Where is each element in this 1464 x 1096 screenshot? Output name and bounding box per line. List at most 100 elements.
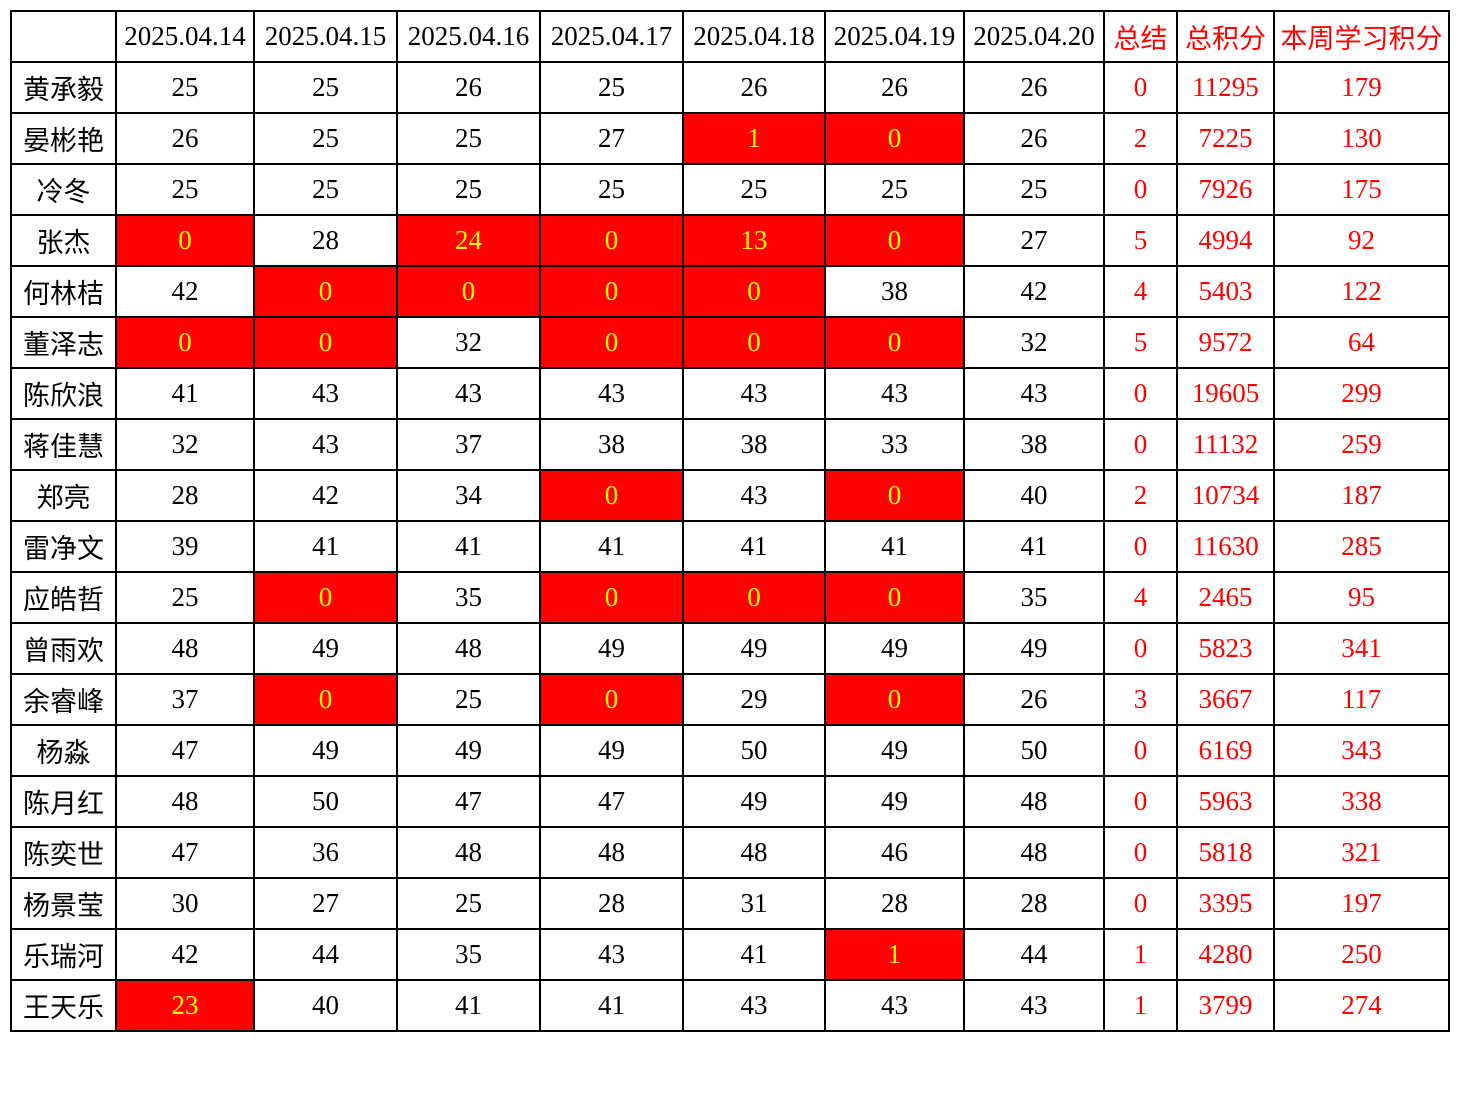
day-cell: 43: [539, 928, 684, 981]
day-cell: 0: [539, 316, 684, 369]
day-cell: 27: [963, 214, 1105, 267]
name-cell: 何林桔: [10, 265, 117, 318]
day-cell: 32: [963, 316, 1105, 369]
day-cell: 42: [963, 265, 1105, 318]
day-cell: 0: [396, 265, 541, 318]
summary-cell: 4: [1103, 571, 1178, 624]
day-cell: 43: [682, 469, 826, 522]
week-cell: 259: [1273, 418, 1450, 471]
day-cell: 0: [539, 469, 684, 522]
day-cell: 25: [396, 673, 541, 726]
summary-cell: 5: [1103, 214, 1178, 267]
day-cell: 25: [115, 163, 255, 216]
table-row: 张杰 0 28 24 0 13 0 27 5 4994 92: [10, 214, 1450, 267]
day-cell: 42: [115, 265, 255, 318]
day-cell: 0: [253, 265, 398, 318]
summary-cell: 2: [1103, 469, 1178, 522]
day-cell: 43: [963, 367, 1105, 420]
name-cell: 曾雨欢: [10, 622, 117, 675]
day-cell: 33: [824, 418, 965, 471]
day-cell: 0: [682, 265, 826, 318]
day-cell: 0: [539, 214, 684, 267]
day-cell: 49: [824, 622, 965, 675]
total-cell: 19605: [1176, 367, 1275, 420]
day-cell: 46: [824, 826, 965, 879]
summary-cell: 1: [1103, 928, 1178, 981]
table-row: 余睿峰 37 0 25 0 29 0 26 3 3667 117: [10, 673, 1450, 726]
table-row: 雷净文 39 41 41 41 41 41 41 0 11630 285: [10, 520, 1450, 573]
week-cell: 341: [1273, 622, 1450, 675]
table-row: 杨淼 47 49 49 49 50 49 50 0 6169 343: [10, 724, 1450, 777]
summary-cell: 1: [1103, 979, 1178, 1032]
day-cell: 38: [682, 418, 826, 471]
date-header: 2025.04.15: [253, 10, 398, 63]
summary-cell: 5: [1103, 316, 1178, 369]
total-cell: 7225: [1176, 112, 1275, 165]
week-cell: 299: [1273, 367, 1450, 420]
day-cell: 27: [253, 877, 398, 930]
table-row: 蒋佳慧 32 43 37 38 38 33 38 0 11132 259: [10, 418, 1450, 471]
day-cell: 35: [396, 928, 541, 981]
day-cell: 40: [963, 469, 1105, 522]
summary-cell: 0: [1103, 622, 1178, 675]
total-cell: 3395: [1176, 877, 1275, 930]
week-header: 本周学习积分: [1273, 10, 1450, 63]
day-cell: 25: [253, 61, 398, 114]
day-cell: 40: [253, 979, 398, 1032]
name-cell: 晏彬艳: [10, 112, 117, 165]
day-cell: 47: [396, 775, 541, 828]
week-cell: 130: [1273, 112, 1450, 165]
name-cell: 王天乐: [10, 979, 117, 1032]
day-cell: 28: [253, 214, 398, 267]
day-cell: 43: [963, 979, 1105, 1032]
day-cell: 49: [253, 622, 398, 675]
day-cell: 50: [963, 724, 1105, 777]
day-cell: 25: [115, 571, 255, 624]
total-cell: 11132: [1176, 418, 1275, 471]
table-row: 杨景莹 30 27 25 28 31 28 28 0 3395 197: [10, 877, 1450, 930]
total-cell: 11295: [1176, 61, 1275, 114]
day-cell: 25: [682, 163, 826, 216]
day-cell: 37: [115, 673, 255, 726]
day-cell: 25: [824, 163, 965, 216]
day-cell: 25: [539, 61, 684, 114]
total-header: 总积分: [1176, 10, 1275, 63]
day-cell: 43: [539, 367, 684, 420]
points-table: 2025.04.14 2025.04.15 2025.04.16 2025.04.17…: [10, 10, 1450, 1032]
day-cell: 49: [396, 724, 541, 777]
day-cell: 41: [539, 520, 684, 573]
total-cell: 4280: [1176, 928, 1275, 981]
name-cell: 杨淼: [10, 724, 117, 777]
day-cell: 48: [682, 826, 826, 879]
table-row: 王天乐 23 40 41 41 43 43 43 1 3799 274: [10, 979, 1450, 1032]
day-cell: 1: [682, 112, 826, 165]
week-cell: 274: [1273, 979, 1450, 1032]
header-row: 2025.04.14 2025.04.15 2025.04.16 2025.04.17…: [10, 10, 1450, 63]
day-cell: 49: [682, 622, 826, 675]
day-cell: 29: [682, 673, 826, 726]
day-cell: 1: [824, 928, 965, 981]
week-cell: 343: [1273, 724, 1450, 777]
name-cell: 冷冬: [10, 163, 117, 216]
day-cell: 43: [682, 367, 826, 420]
date-header: 2025.04.18: [682, 10, 826, 63]
date-header: 2025.04.16: [396, 10, 541, 63]
day-cell: 41: [824, 520, 965, 573]
summary-cell: 0: [1103, 724, 1178, 777]
day-cell: 42: [115, 928, 255, 981]
day-cell: 39: [115, 520, 255, 573]
day-cell: 50: [253, 775, 398, 828]
day-cell: 31: [682, 877, 826, 930]
day-cell: 48: [539, 826, 684, 879]
day-cell: 43: [253, 367, 398, 420]
day-cell: 35: [396, 571, 541, 624]
name-cell: 董泽志: [10, 316, 117, 369]
name-cell: 余睿峰: [10, 673, 117, 726]
day-cell: 28: [963, 877, 1105, 930]
day-cell: 48: [396, 622, 541, 675]
day-cell: 43: [253, 418, 398, 471]
day-cell: 28: [115, 469, 255, 522]
date-header: 2025.04.19: [824, 10, 965, 63]
table-row: 晏彬艳 26 25 25 27 1 0 26 2 7225 130: [10, 112, 1450, 165]
week-cell: 285: [1273, 520, 1450, 573]
